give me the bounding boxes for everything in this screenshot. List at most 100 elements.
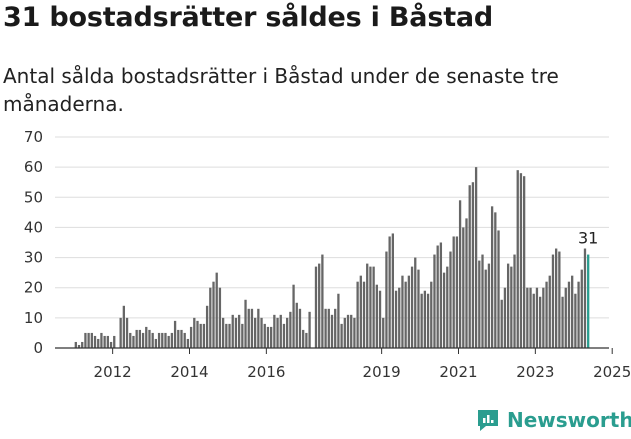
bar [366, 263, 369, 348]
bar [359, 275, 362, 348]
bar [426, 293, 430, 348]
bar [109, 341, 113, 348]
bar [394, 290, 398, 348]
bar [407, 275, 411, 348]
bar [215, 272, 218, 348]
bar [237, 314, 241, 348]
bar [343, 317, 346, 348]
bar [522, 176, 526, 348]
bar [334, 308, 337, 348]
bar [218, 287, 222, 348]
bar [503, 287, 507, 348]
bar [260, 317, 263, 348]
bar [417, 269, 420, 348]
bar [324, 308, 327, 348]
bar [545, 281, 548, 348]
bar [173, 320, 177, 348]
y-tick-label: 30 [24, 249, 43, 267]
bar [385, 251, 388, 348]
bar [93, 335, 97, 348]
bar [138, 329, 142, 348]
bar [122, 305, 126, 348]
bar [494, 212, 497, 348]
bar [292, 284, 295, 348]
bar [330, 314, 334, 348]
bar [167, 335, 170, 348]
bar [141, 332, 145, 348]
bar [113, 335, 116, 348]
bar [308, 311, 311, 348]
bar [404, 281, 407, 348]
bar [298, 308, 302, 348]
bar [84, 332, 87, 348]
bar [487, 263, 491, 348]
bar [513, 254, 516, 348]
bar [375, 284, 378, 348]
bar-chart: 0 10 20 30 40 50 60 70 31 2012 2014 2016 2019 2021 202… [24, 128, 631, 381]
bar [414, 257, 417, 348]
bar [346, 314, 350, 348]
bar [279, 314, 282, 348]
bar [180, 329, 183, 348]
newsworthy-brand[interactable]: Newsworthy [475, 407, 631, 433]
bar [132, 335, 135, 348]
bar [532, 293, 535, 348]
bar [465, 218, 468, 348]
x-tick-label: 2023 [516, 363, 554, 381]
bar [199, 323, 202, 348]
bar [478, 260, 481, 348]
y-tick-label: 60 [24, 158, 43, 176]
bar [420, 293, 423, 348]
bar [423, 290, 427, 348]
bar [551, 254, 555, 348]
bar [516, 170, 519, 348]
bar [398, 287, 401, 348]
bar [289, 311, 292, 348]
bar [356, 281, 359, 348]
bar [302, 329, 305, 348]
bar [157, 332, 161, 348]
bar [270, 326, 273, 348]
y-tick-label: 70 [24, 128, 43, 146]
bar [170, 332, 174, 348]
bar [90, 332, 93, 348]
bar [327, 308, 330, 348]
bar [193, 317, 196, 348]
y-tick-label: 50 [24, 188, 43, 206]
bar [276, 317, 279, 348]
bar [177, 329, 180, 348]
bar [318, 263, 321, 348]
bar [542, 287, 545, 348]
bar [228, 323, 231, 348]
bar [189, 326, 193, 348]
bar [125, 317, 129, 348]
bar [145, 326, 148, 348]
bar [362, 281, 366, 348]
bar [154, 338, 158, 348]
bar [401, 275, 404, 348]
bar [449, 251, 452, 348]
bar [442, 272, 446, 348]
bar [468, 185, 471, 348]
bar [372, 266, 375, 348]
bar [241, 323, 244, 348]
bar [567, 281, 571, 348]
bar [410, 266, 414, 348]
bar [490, 206, 494, 348]
bar [244, 299, 247, 348]
bar [500, 299, 503, 348]
bar [340, 323, 343, 348]
bar [314, 266, 318, 348]
highlighted-bar [587, 254, 590, 348]
bar [436, 245, 439, 348]
bar [231, 314, 234, 348]
bar [186, 338, 190, 348]
bar [430, 281, 433, 348]
bar [369, 266, 372, 348]
bar [286, 317, 289, 348]
bar [183, 332, 186, 348]
bar [519, 173, 523, 348]
bar [382, 317, 385, 348]
bar [202, 323, 206, 348]
bar [337, 293, 340, 348]
